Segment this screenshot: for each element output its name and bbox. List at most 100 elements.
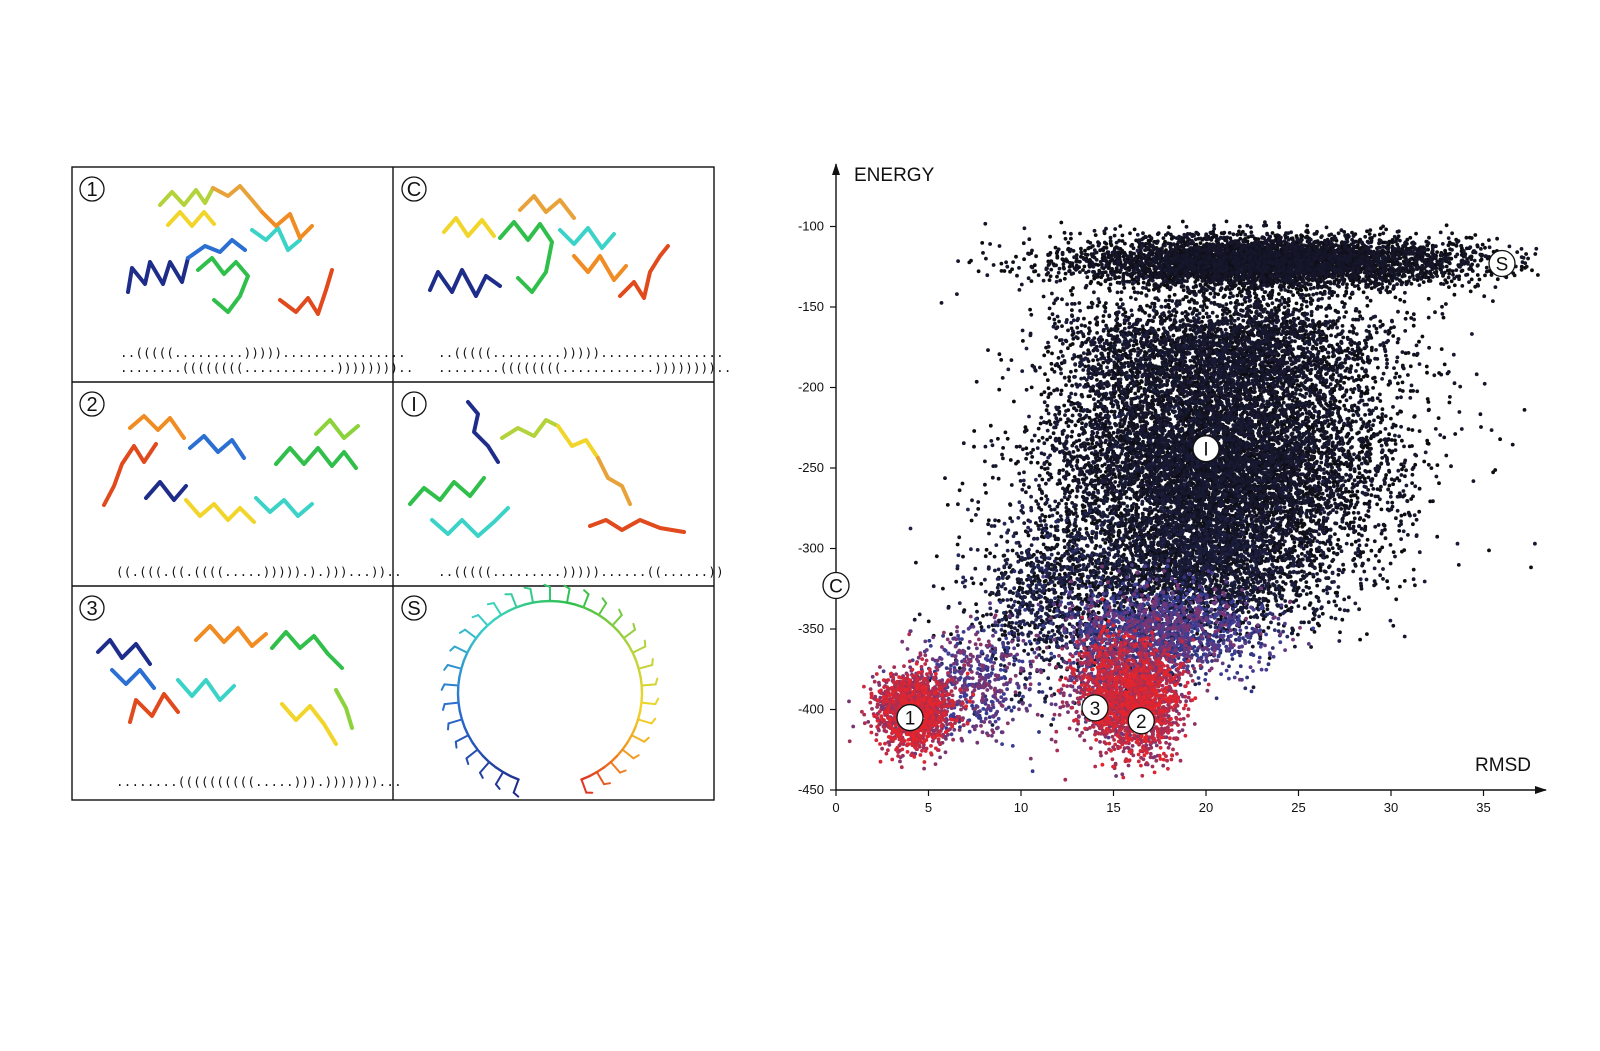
scatter-point bbox=[1066, 240, 1071, 245]
scatter-point bbox=[1373, 379, 1378, 384]
scatter-point bbox=[1389, 438, 1394, 442]
scatter-point bbox=[1425, 438, 1430, 443]
ring-backbone-segment bbox=[457, 701, 461, 713]
ring-base-tick bbox=[637, 664, 654, 670]
scatter-point bbox=[1016, 600, 1021, 605]
scatter-point bbox=[1300, 552, 1304, 556]
ring-base-tick bbox=[449, 645, 456, 652]
scatter-point bbox=[1402, 512, 1407, 517]
ring-backbone-segment bbox=[604, 618, 614, 627]
ring-base-tick bbox=[523, 586, 532, 590]
scatter-point bbox=[1040, 477, 1045, 482]
ring-base-tick bbox=[510, 593, 518, 609]
scatter-point bbox=[1241, 229, 1245, 234]
scatter-point bbox=[984, 491, 988, 495]
dot-bracket-line: ........((((((((............)))))))).. bbox=[120, 360, 414, 375]
scatter-point bbox=[1468, 289, 1473, 294]
scatter-point bbox=[1093, 233, 1098, 238]
scatter-point bbox=[1069, 288, 1073, 293]
scatter-point bbox=[1452, 292, 1457, 297]
ring-backbone-segment bbox=[615, 748, 624, 758]
scatter-point bbox=[1122, 286, 1127, 290]
panel-label: 1 bbox=[86, 179, 97, 201]
scatter-point bbox=[1365, 229, 1369, 234]
scatter-point bbox=[1370, 345, 1374, 350]
scatter-point bbox=[1379, 507, 1384, 512]
scatter-point bbox=[1378, 430, 1383, 434]
ring-backbone-segment bbox=[507, 606, 518, 612]
scatter-point bbox=[1398, 584, 1402, 589]
dot-bracket-line: ........((((((((............)))))))).. bbox=[438, 360, 732, 375]
scatter-point bbox=[1459, 269, 1464, 273]
ring-base-tick bbox=[479, 771, 484, 779]
rna-3d-structure bbox=[102, 414, 360, 524]
scatter-point bbox=[1063, 271, 1068, 276]
ring-backbone-segment bbox=[597, 613, 607, 621]
scatter-point bbox=[1291, 293, 1295, 297]
ring-backbone-segment bbox=[617, 630, 625, 640]
scatter-points bbox=[847, 219, 1540, 782]
ring-base-tick bbox=[454, 734, 470, 743]
structure-grid: 1 ..(((((.........)))))................ … bbox=[71, 166, 732, 801]
scatter-point bbox=[1132, 227, 1137, 232]
scatter-point bbox=[1439, 347, 1444, 351]
ring-base-tick bbox=[494, 771, 505, 786]
scatter-point bbox=[1101, 314, 1106, 318]
scatter-point bbox=[1053, 245, 1058, 250]
ring-backbone-segment bbox=[602, 760, 612, 769]
scatter-point bbox=[1057, 319, 1061, 324]
ring-backbone-segment bbox=[531, 600, 543, 604]
scatter-point bbox=[1070, 292, 1075, 297]
scatter-point bbox=[1059, 220, 1064, 225]
scatter-point bbox=[1245, 239, 1250, 244]
scatter-point bbox=[1174, 310, 1179, 315]
scatter-point bbox=[1067, 378, 1072, 383]
ring-base-tick bbox=[479, 761, 491, 774]
scatter-point bbox=[981, 614, 985, 618]
scatter-point bbox=[1084, 526, 1089, 531]
ring-backbone-segment bbox=[500, 609, 510, 617]
scatter-point bbox=[988, 423, 993, 428]
scatter-point bbox=[1008, 458, 1013, 462]
scatter-point bbox=[1414, 231, 1418, 236]
scatter-point bbox=[1402, 548, 1407, 552]
dot-bracket-line: ..(((((.........)))))................ bbox=[120, 345, 406, 360]
scatter-point bbox=[1365, 537, 1370, 542]
ring-base-tick bbox=[654, 697, 660, 706]
ring-backbone-segment bbox=[582, 606, 593, 612]
ring-base-tick bbox=[619, 769, 627, 774]
ring-base-tick bbox=[622, 628, 636, 640]
ring-backbone-segment bbox=[462, 651, 469, 662]
scatter-point bbox=[1081, 268, 1085, 272]
scatter-point bbox=[1141, 280, 1146, 285]
ring-backbone-segment bbox=[580, 775, 591, 781]
scatter-point bbox=[1536, 273, 1540, 277]
ring-base-tick bbox=[609, 761, 621, 774]
ring-base-tick bbox=[597, 602, 608, 616]
scatter-point bbox=[1441, 315, 1446, 320]
scatter-point bbox=[1088, 320, 1092, 325]
panel-3: 3 ........((((((((((.....))).)))))))... bbox=[79, 595, 402, 789]
scatter-point bbox=[1294, 301, 1299, 306]
scatter-point bbox=[1029, 385, 1034, 390]
ring-base-tick bbox=[566, 587, 571, 604]
ring-backbone-segment bbox=[637, 667, 642, 679]
scatter-point bbox=[1044, 408, 1049, 413]
scatter-point bbox=[1348, 296, 1352, 300]
rna-3d-structure bbox=[408, 400, 686, 538]
scatter-point bbox=[1349, 542, 1354, 547]
scatter-point bbox=[1047, 462, 1052, 467]
scatter-point bbox=[1397, 529, 1402, 533]
scatter-point bbox=[1402, 579, 1407, 583]
ring-backbone-segment bbox=[494, 766, 505, 774]
scatter-point bbox=[1475, 273, 1480, 277]
scatter-point bbox=[1435, 250, 1439, 255]
scatter-point bbox=[1096, 610, 1101, 615]
ring-base-tick bbox=[650, 717, 657, 725]
ring-backbone-segment bbox=[515, 603, 526, 609]
scatter-point bbox=[1123, 310, 1128, 315]
ring-backbone-segment bbox=[476, 748, 485, 758]
scatter-point bbox=[1399, 513, 1404, 518]
scatter-point bbox=[1109, 571, 1114, 576]
scatter-point bbox=[1270, 231, 1275, 235]
